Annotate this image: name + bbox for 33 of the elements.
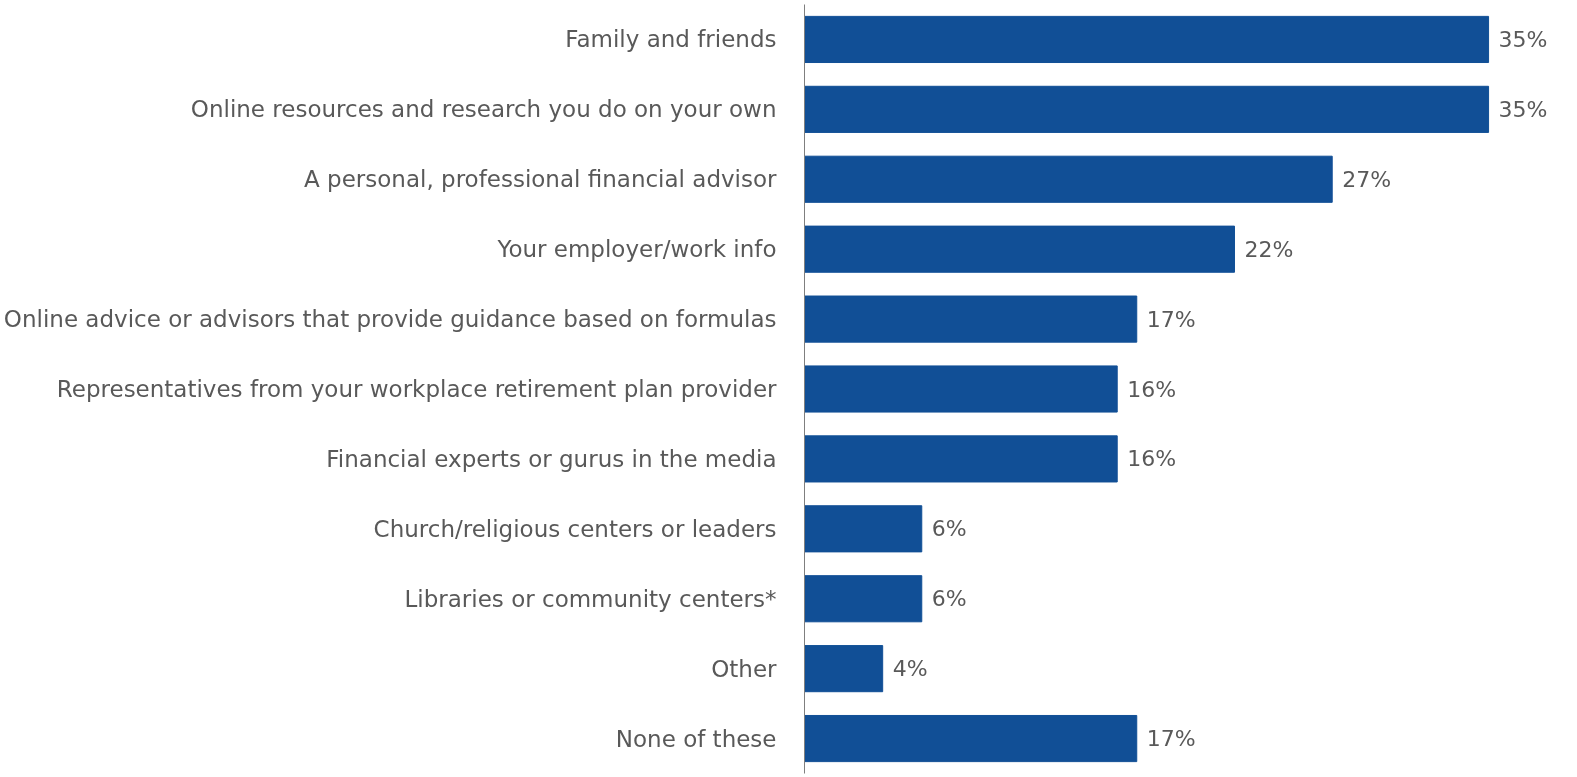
bar [804, 505, 923, 553]
y-tick-label: Financial experts or gurus in the media [326, 445, 777, 472]
y-tick-label: Your employer/work info [496, 236, 777, 263]
bar [804, 85, 1490, 133]
data-label: 17% [1146, 306, 1196, 332]
y-tick-label: Libraries or community centers* [404, 585, 777, 612]
y-tick-label: Online resources and research you do on your own [190, 96, 777, 123]
bar [804, 295, 1138, 343]
bar [804, 645, 884, 693]
data-label: 35% [1498, 26, 1548, 52]
data-label: 27% [1342, 166, 1392, 192]
bar [804, 365, 1118, 413]
bar [804, 575, 923, 623]
y-tick-label: Family and friends [565, 26, 777, 53]
bar [804, 225, 1235, 273]
data-label: 17% [1146, 726, 1196, 752]
data-label: 16% [1127, 376, 1177, 402]
bar [804, 155, 1333, 203]
bar [804, 435, 1118, 483]
y-tick-label: Other [711, 655, 778, 682]
y-tick-label: Church/religious centers or leaders [373, 515, 777, 542]
data-label: 4% [892, 656, 928, 682]
data-label: 16% [1127, 446, 1177, 472]
bar [804, 714, 1138, 763]
data-label: 22% [1244, 236, 1294, 262]
bar [804, 15, 1490, 64]
y-tick-label: A personal, professional financial advisor [304, 166, 778, 193]
data-label: 6% [931, 516, 967, 542]
y-tick-label: None of these [615, 725, 777, 752]
y-tick-label: Representatives from your workplace retirement plan provider [56, 376, 778, 402]
data-label: 6% [931, 586, 967, 612]
y-tick-label: Online advice or advisors that provide guidance based on formulas [3, 306, 777, 333]
data-label: 35% [1498, 96, 1548, 122]
